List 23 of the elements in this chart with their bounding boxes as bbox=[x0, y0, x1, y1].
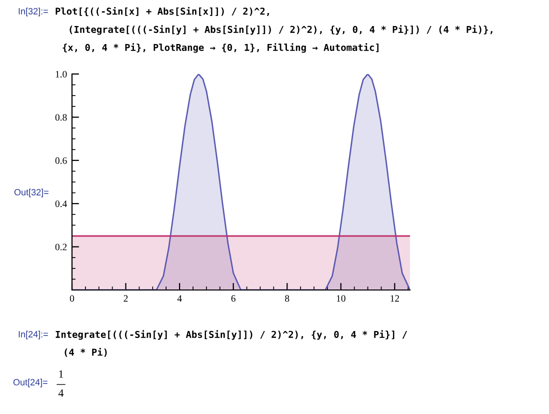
x-tick-label: 6 bbox=[231, 295, 236, 302]
text: Out[24]= bbox=[13, 378, 48, 388]
x-tick-label: 8 bbox=[285, 295, 290, 302]
y-tick-label: 1.0 bbox=[56, 70, 67, 78]
text: 4 bbox=[58, 389, 64, 397]
text: (4 * Pi) bbox=[64, 348, 107, 357]
y-tick-label: 0.4 bbox=[55, 200, 67, 208]
x-tick-label: 12 bbox=[390, 295, 399, 302]
x-tick-label: 2 bbox=[124, 295, 128, 302]
text: In[24]:= bbox=[18, 330, 48, 340]
text: {x, 0, 4 * Pi}, PlotRange → {0, 1}, Filling → Automatic] bbox=[62, 43, 378, 53]
text: Plot[{((-Sin[x] + Abs[Sin[x]]) / 2)^2, bbox=[56, 6, 269, 16]
x-tick-label: 0 bbox=[70, 295, 74, 302]
text: Integrate[(((-Sin[y] + Abs[Sin[y]]) / 2)^2), {y, 0, 4 * Pi}] / bbox=[56, 330, 408, 340]
text: 1 bbox=[59, 370, 64, 378]
x-tick-label: 10 bbox=[336, 295, 346, 302]
y-tick-label: 0.8 bbox=[55, 114, 67, 121]
x-tick-label: 4 bbox=[177, 295, 182, 302]
text: In[32]:= bbox=[18, 8, 48, 16]
text: (Integrate[(((-Sin[y] + Abs[Sin[y]]) / 2)^2), {y, 0, 4 * Pi}]) / (4 * Pi)}, bbox=[70, 25, 492, 35]
y-tick-label: 0.6 bbox=[55, 157, 67, 164]
y-tick-label: 0.2 bbox=[55, 244, 67, 250]
text: Out[32]= bbox=[14, 188, 48, 198]
